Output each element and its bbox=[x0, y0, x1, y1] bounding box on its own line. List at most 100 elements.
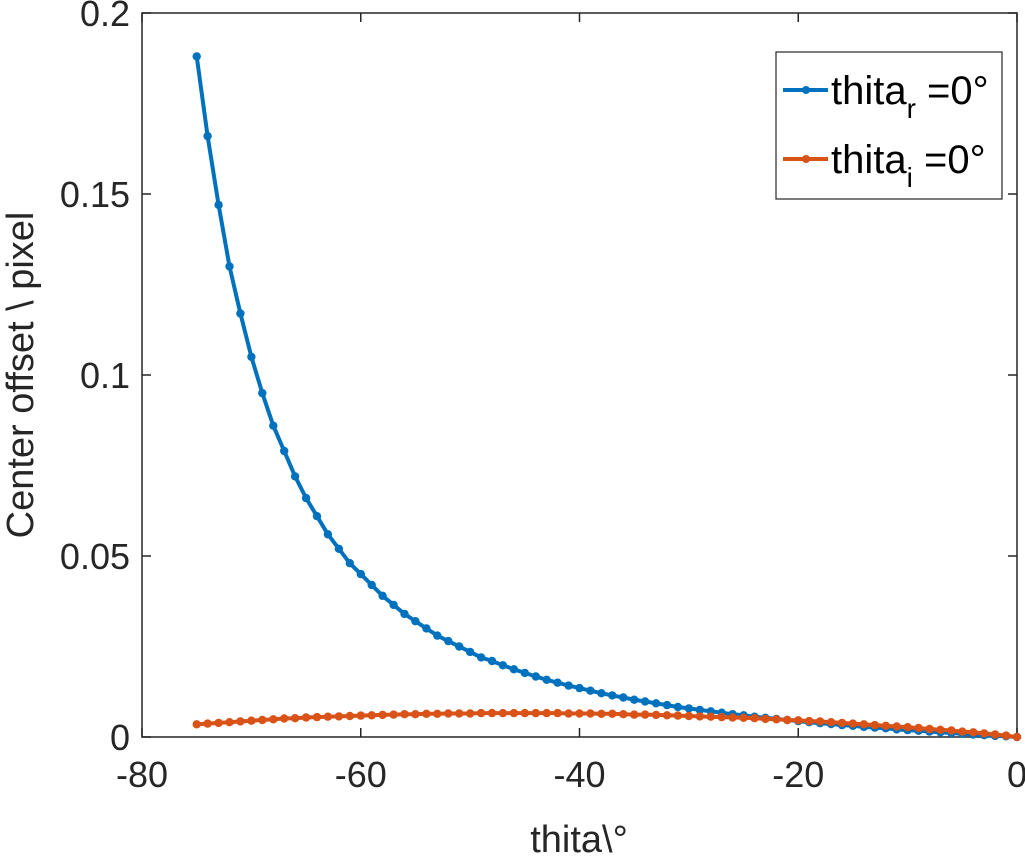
data-point bbox=[695, 705, 704, 715]
data-point bbox=[520, 708, 529, 718]
data-point bbox=[640, 697, 650, 706]
y-tick-label: 0.2 bbox=[80, 0, 130, 34]
data-point bbox=[597, 689, 606, 698]
data-point bbox=[269, 715, 278, 724]
data-point bbox=[290, 714, 300, 723]
data-point bbox=[487, 656, 497, 666]
data-point bbox=[1001, 731, 1011, 740]
data-point bbox=[378, 591, 387, 600]
data-point bbox=[640, 710, 650, 719]
data-point bbox=[826, 718, 836, 727]
data-point bbox=[247, 716, 256, 725]
data-point bbox=[367, 711, 376, 720]
legend-label-thita-r: thitar =0° bbox=[831, 69, 989, 124]
data-point bbox=[236, 309, 245, 318]
data-point bbox=[914, 723, 923, 733]
data-point bbox=[520, 668, 529, 678]
data-point bbox=[608, 691, 617, 700]
legend-item-thita-i: thitai =0° bbox=[783, 138, 986, 193]
data-point bbox=[214, 718, 223, 728]
x-tick-label: -40 bbox=[553, 754, 605, 795]
data-point bbox=[356, 569, 365, 579]
data-point bbox=[542, 675, 551, 684]
data-point bbox=[969, 728, 978, 737]
legend-label-thita-i: thitai =0° bbox=[831, 138, 986, 193]
data-point bbox=[531, 708, 540, 718]
data-point bbox=[400, 609, 409, 619]
data-point bbox=[247, 352, 256, 362]
data-point bbox=[509, 665, 519, 674]
data-point bbox=[465, 709, 475, 718]
data-point bbox=[630, 695, 639, 704]
data-point bbox=[564, 709, 573, 718]
series-line bbox=[194, 56, 1018, 739]
data-point bbox=[761, 714, 770, 724]
data-point bbox=[958, 727, 967, 736]
data-point bbox=[280, 446, 289, 456]
data-point bbox=[837, 718, 847, 728]
data-point bbox=[411, 617, 420, 626]
legend-marker-blue bbox=[802, 86, 810, 94]
data-point bbox=[597, 709, 606, 718]
data-point bbox=[586, 686, 595, 695]
data-point bbox=[980, 729, 989, 738]
data-point bbox=[673, 702, 683, 712]
data-point bbox=[739, 713, 748, 722]
data-point bbox=[815, 717, 825, 726]
data-point bbox=[630, 710, 639, 719]
data-point bbox=[312, 712, 322, 722]
data-point bbox=[859, 720, 869, 729]
data-point bbox=[947, 726, 956, 735]
data-point bbox=[334, 712, 344, 721]
data-point bbox=[684, 711, 694, 721]
data-point bbox=[269, 421, 278, 430]
legend-marker-orange bbox=[802, 155, 810, 163]
data-point bbox=[925, 724, 934, 734]
data-point bbox=[717, 712, 726, 722]
data-point bbox=[772, 715, 781, 724]
legend: thitar =0° thitai =0° bbox=[775, 51, 1003, 200]
data-point bbox=[575, 683, 584, 693]
data-point bbox=[662, 700, 672, 710]
data-point bbox=[433, 709, 442, 718]
series-thita-i bbox=[192, 708, 1022, 742]
data-point bbox=[542, 708, 551, 718]
data-point bbox=[881, 721, 890, 730]
data-point bbox=[794, 716, 803, 725]
data-point bbox=[389, 600, 398, 610]
data-point bbox=[345, 711, 354, 721]
data-point bbox=[422, 709, 431, 718]
data-point bbox=[1012, 732, 1022, 742]
data-point bbox=[903, 723, 912, 732]
data-point bbox=[203, 719, 212, 728]
data-point bbox=[662, 711, 672, 720]
x-axis-title: thita\° bbox=[530, 819, 628, 856]
data-point bbox=[225, 262, 234, 271]
data-point bbox=[805, 716, 814, 726]
data-point bbox=[258, 715, 267, 725]
y-tick-label: 0.15 bbox=[60, 174, 130, 215]
data-point bbox=[301, 713, 311, 722]
data-point bbox=[728, 713, 737, 722]
legend-box bbox=[775, 51, 1003, 200]
data-point bbox=[684, 704, 694, 713]
data-point bbox=[465, 647, 475, 657]
data-point bbox=[531, 672, 540, 681]
data-point bbox=[673, 711, 683, 720]
data-point bbox=[498, 661, 508, 670]
data-point bbox=[575, 709, 584, 718]
x-axis: -80 -60 -40 -20 0 bbox=[116, 13, 1025, 795]
data-point bbox=[564, 681, 573, 690]
data-point bbox=[225, 718, 234, 727]
data-point bbox=[280, 714, 289, 723]
data-point bbox=[498, 708, 508, 718]
data-point bbox=[476, 708, 486, 718]
y-axis-title: Center offset \ pixel bbox=[0, 212, 42, 539]
data-point bbox=[848, 719, 858, 728]
data-point bbox=[870, 720, 879, 730]
data-point bbox=[619, 710, 628, 719]
data-point bbox=[422, 624, 431, 633]
data-point bbox=[433, 631, 442, 640]
data-point bbox=[400, 710, 409, 719]
